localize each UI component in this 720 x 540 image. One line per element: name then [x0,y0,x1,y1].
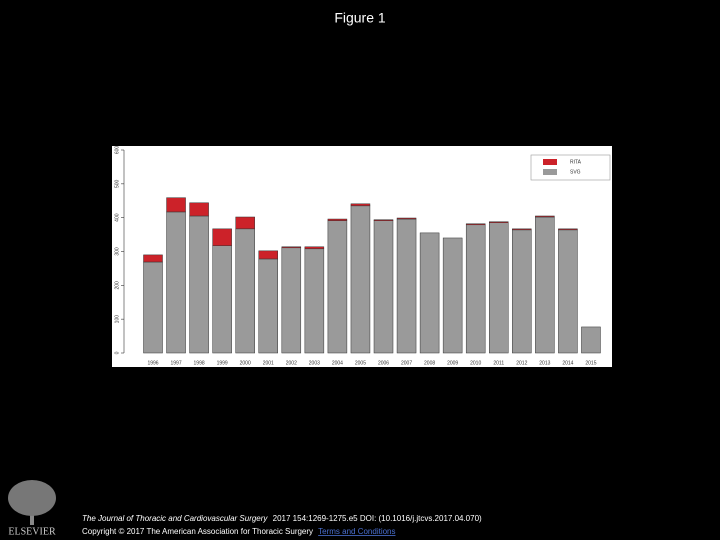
y-tick-label: 300 [114,247,120,256]
legend-swatch [543,159,557,165]
x-tick-label: 2009 [447,360,458,366]
bar-segment [396,217,417,220]
bar-segment [166,211,186,354]
bar-segment [465,223,486,226]
y-tick-label: 0 [114,351,120,354]
bar-segment [373,219,394,221]
x-tick-label: 1996 [147,360,158,366]
bar-segment [373,220,394,354]
bar-segment [235,216,255,230]
x-tick-label: 2005 [355,360,366,366]
x-tick-label: 2004 [332,360,343,366]
bar-segment [396,218,417,354]
bar-segment [166,197,186,213]
bar-segment [558,228,578,231]
bar-segment [558,229,578,354]
x-tick-label: 1997 [170,360,181,366]
x-tick-label: 2008 [424,360,435,366]
bar-segment [189,202,209,217]
x-tick-label: 2011 [493,360,504,366]
y-tick-label: 600 [114,146,120,155]
x-tick-label: 2014 [562,360,573,366]
bar-segment [189,215,209,354]
slide-title: Figure 1 [334,10,386,26]
bar-segment [465,224,486,354]
bar-segment [143,261,163,354]
bar-segment [235,228,255,354]
bar-segment [581,326,601,354]
bar-segment [442,237,463,354]
bar-segment [281,246,302,249]
x-tick-label: 1999 [217,360,228,366]
x-tick-label: 2006 [378,360,389,366]
citation-details: 2017 154:1269-1275.e5 DOI: (10.1016/j.jt… [273,514,482,523]
x-tick-label: 2003 [309,360,320,366]
bar-segment [212,245,232,354]
bar-segment [258,250,278,260]
y-tick-label: 100 [114,315,120,324]
logo-text: ELSEVIER [8,526,56,537]
y-tick-label: 200 [114,281,120,290]
legend-swatch [543,169,557,175]
bar-segment [350,205,371,354]
bar-segment [419,232,440,354]
copyright: Copyright © 2017 The American Associatio… [82,527,396,536]
bar-segment [281,247,302,354]
y-tick-label: 500 [114,179,120,188]
x-tick-label: 2000 [240,360,251,366]
bar-segment [489,222,509,354]
bar-segment [512,228,532,231]
citation: The Journal of Thoracic and Cardiovascul… [82,514,482,523]
bar-segment [327,218,348,221]
bar-segment [535,215,555,218]
x-tick-label: 1998 [194,360,205,366]
bar-segment [143,254,163,263]
y-tick-label: 400 [114,213,120,222]
bar-segment [535,216,555,354]
bar-segment [489,221,509,223]
bar-segment [350,203,371,207]
bar-segment [327,220,348,354]
x-tick-label: 2013 [539,360,550,366]
legend-label: SVG [570,169,581,175]
legend-label: RITA [570,159,582,165]
copyright-text: Copyright © 2017 The American Associatio… [82,527,313,536]
bar-segment [304,248,325,354]
terms-link[interactable]: Terms and Conditions [318,527,395,536]
bar-segment [304,246,325,250]
x-tick-label: 2015 [585,360,596,366]
x-tick-label: 2001 [263,360,274,366]
bar-segment [258,258,278,354]
elsevier-logo-tree [8,480,56,525]
x-tick-label: 2007 [401,360,412,366]
x-tick-label: 2010 [470,360,481,366]
journal: The Journal of Thoracic and Cardiovascul… [82,514,268,523]
bar-segment [512,229,532,354]
bar-segment [212,228,232,246]
x-tick-label: 2012 [516,360,527,366]
x-tick-label: 2002 [286,360,297,366]
